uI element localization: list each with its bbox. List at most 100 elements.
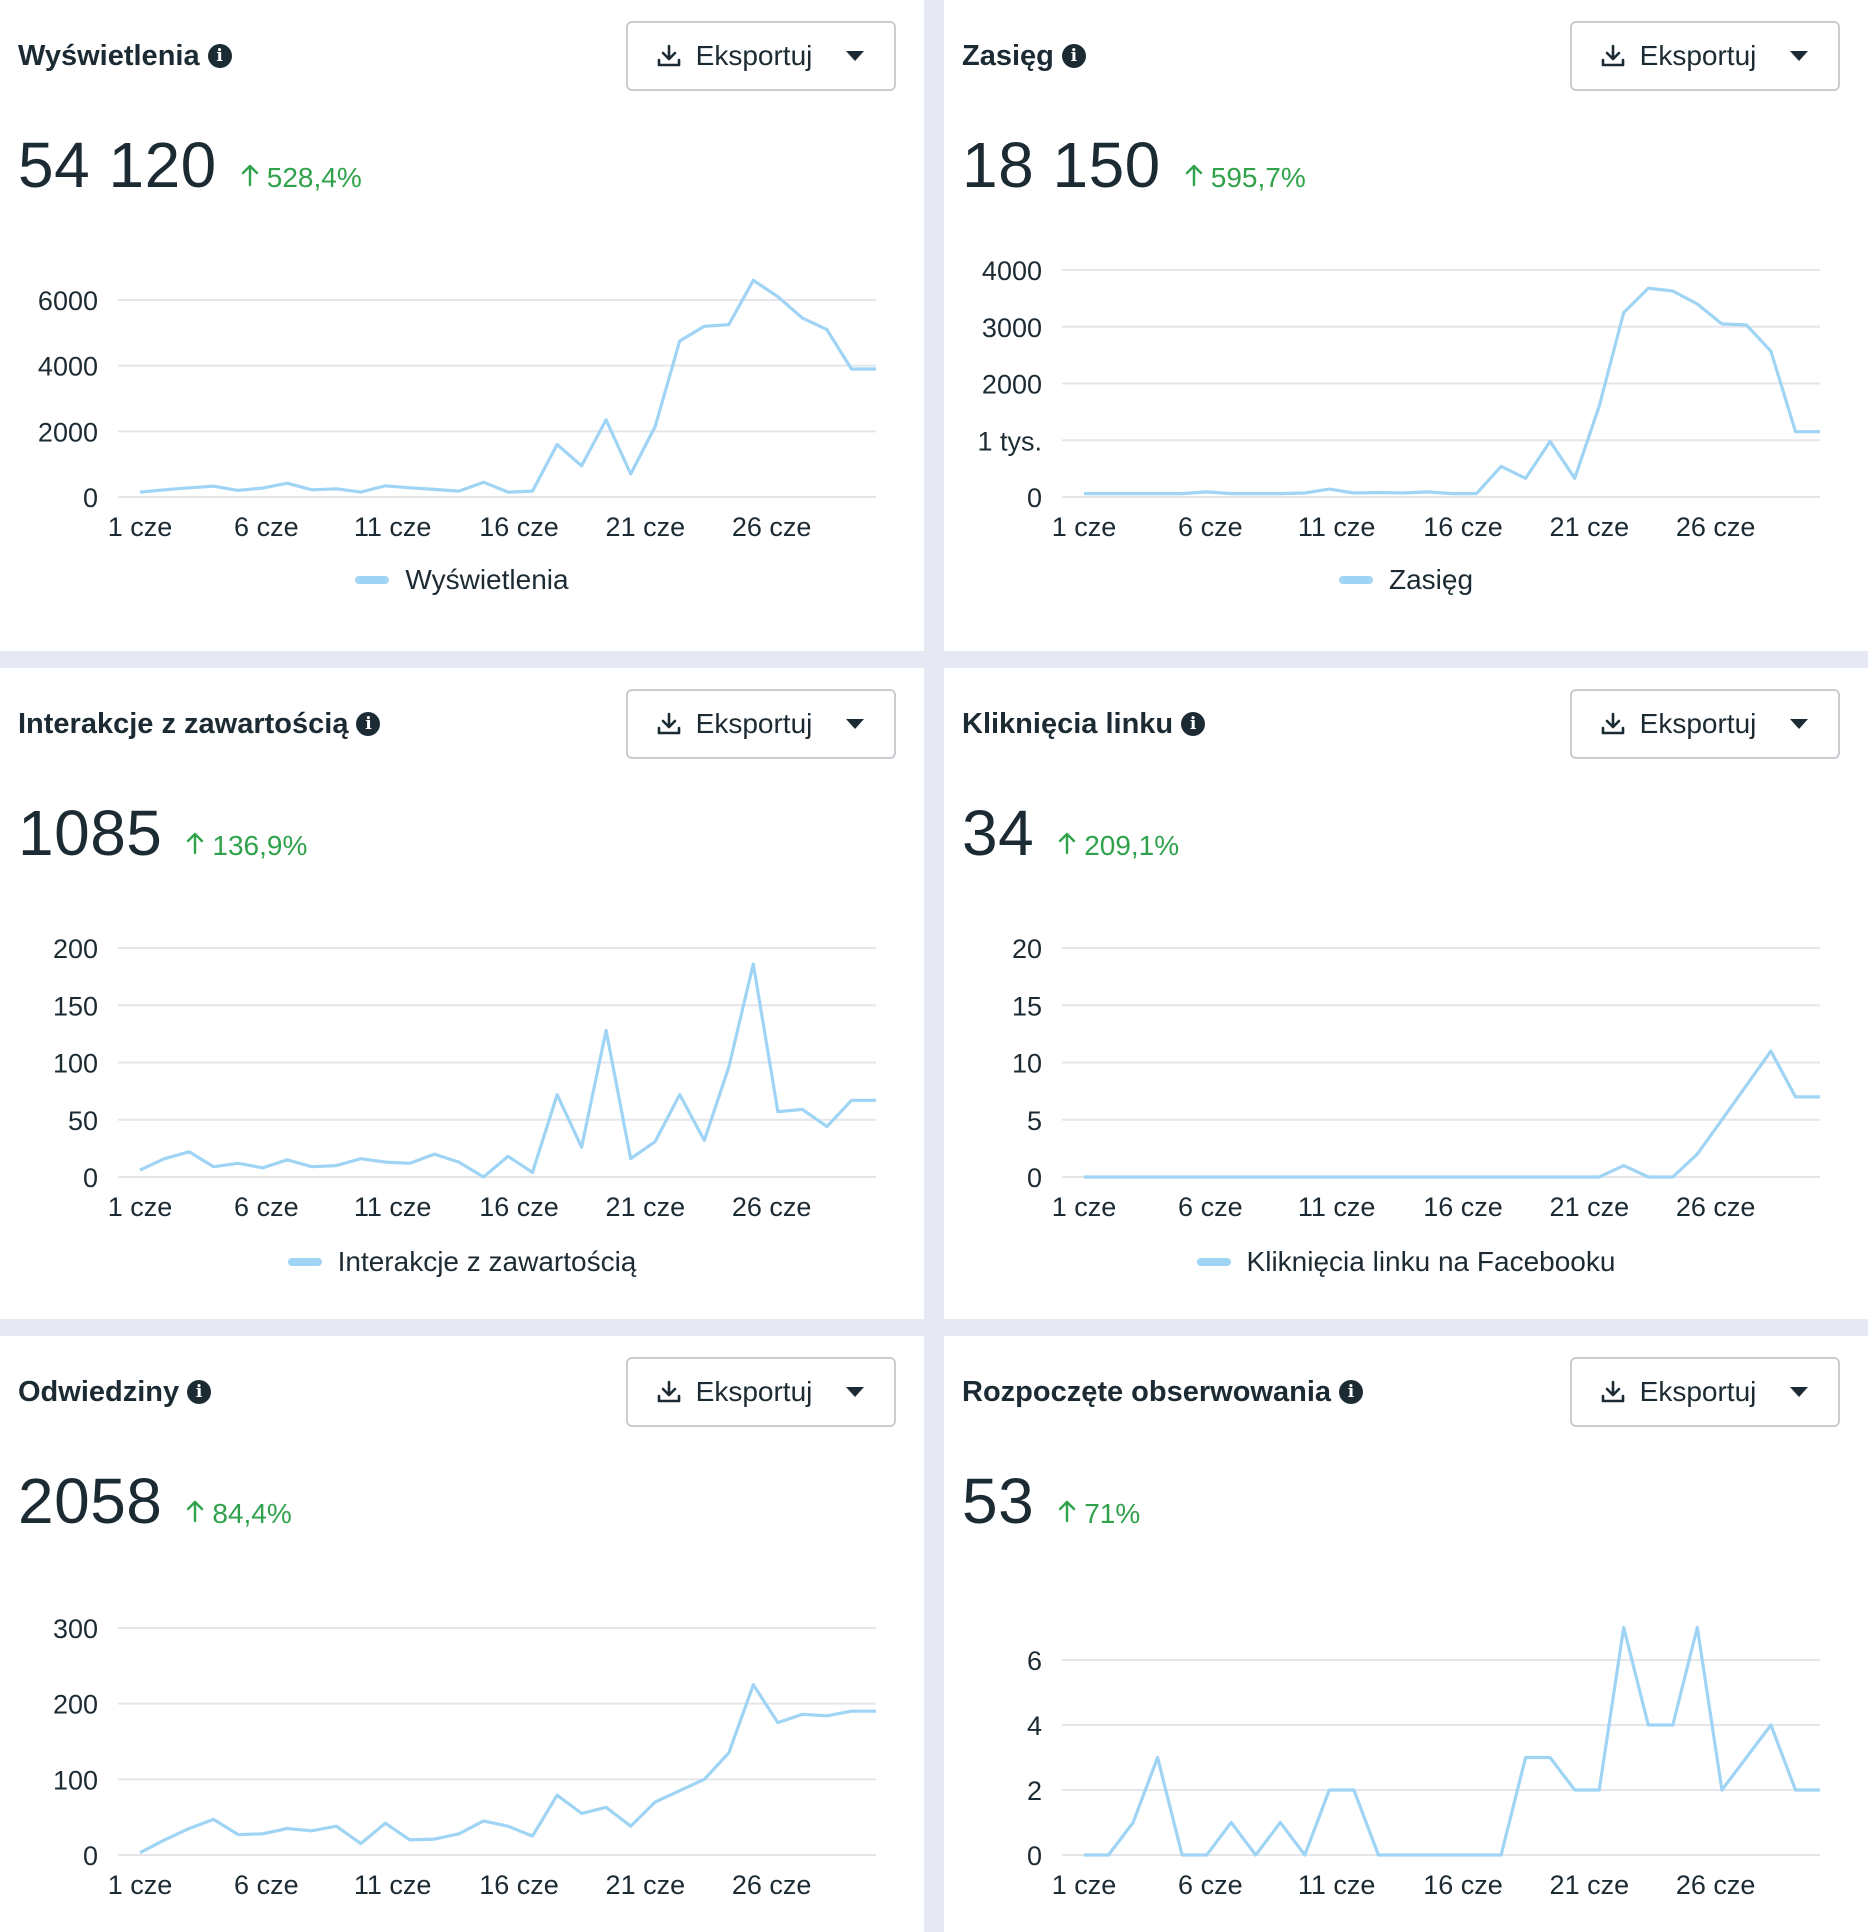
chart-legend: Zasięg bbox=[944, 560, 1868, 600]
x-tick-label: 16 cze bbox=[1423, 1870, 1503, 1900]
info-icon[interactable]: i bbox=[187, 1380, 212, 1404]
x-tick-label: 21 cze bbox=[606, 1870, 686, 1900]
x-tick-label: 1 cze bbox=[108, 1870, 173, 1900]
card-title-text: Zasięg bbox=[962, 39, 1054, 72]
metric-change-value: 71% bbox=[1084, 1498, 1141, 1529]
x-tick-label: 11 cze bbox=[1298, 1870, 1376, 1900]
x-tick-label: 11 cze bbox=[1298, 1192, 1376, 1222]
card-title: Wyświetlenia i bbox=[18, 40, 232, 73]
y-tick-label: 1 tys. bbox=[977, 426, 1042, 456]
chart-legend: Interakcje z zawartością bbox=[0, 1242, 924, 1282]
metric-change-value: 136,9% bbox=[212, 830, 308, 861]
y-tick-label: 6000 bbox=[38, 286, 98, 316]
export-button-label: Eksportuj bbox=[1639, 708, 1757, 739]
export-button-label: Eksportuj bbox=[695, 708, 813, 739]
metric-change: 84,4% bbox=[186, 1498, 292, 1530]
info-icon[interactable]: i bbox=[207, 44, 232, 68]
arrow-up-icon bbox=[1058, 1500, 1076, 1523]
y-tick-label: 0 bbox=[83, 1841, 98, 1871]
line-chart: 0 1 tys. 2000 3000 4000 1 cze 6 cze 11 cze 16 cz… bbox=[977, 256, 1820, 542]
x-tick-label: 26 cze bbox=[732, 1192, 812, 1222]
legend-swatch bbox=[355, 576, 390, 584]
download-icon bbox=[1601, 712, 1624, 735]
arrow-up-icon bbox=[187, 1500, 204, 1523]
x-tick-label: 16 cze bbox=[479, 512, 559, 542]
x-tick-label: 6 cze bbox=[234, 1192, 299, 1222]
card-title-text: Rozpoczęte obserwowania bbox=[962, 1375, 1332, 1408]
metric-change: 71% bbox=[1058, 1498, 1140, 1530]
y-tick-label: 200 bbox=[53, 934, 98, 964]
series-line bbox=[139, 962, 876, 1179]
y-tick-label: 0 bbox=[1027, 1841, 1042, 1871]
x-tick-label: 21 cze bbox=[1550, 1870, 1630, 1900]
metric-total: 34 bbox=[962, 797, 1035, 869]
metric-summary: 18 150 595,7% bbox=[962, 128, 1306, 202]
card-header: Kliknięcia linku i Eksportuj bbox=[962, 688, 1840, 760]
info-icon[interactable]: i bbox=[1339, 1380, 1364, 1404]
metric-change: 209,1% bbox=[1058, 830, 1179, 862]
download-icon bbox=[657, 712, 680, 735]
chart-legend: Wyświetlenia bbox=[0, 560, 924, 600]
x-tick-label: 26 cze bbox=[732, 1870, 812, 1900]
y-tick-label: 0 bbox=[1027, 483, 1042, 513]
card-title: Zasięg i bbox=[962, 40, 1086, 73]
legend-label: Interakcje z zawartością bbox=[337, 1246, 637, 1277]
metric-summary: 2058 84,4% bbox=[18, 1464, 292, 1538]
y-tick-label: 4 bbox=[1027, 1711, 1042, 1741]
legend-swatch bbox=[287, 1258, 322, 1266]
y-tick-label: 4000 bbox=[38, 352, 98, 382]
info-icon[interactable]: i bbox=[356, 712, 381, 736]
y-tick-label: 2000 bbox=[38, 417, 98, 447]
x-tick-label: 6 cze bbox=[1178, 512, 1243, 542]
chart-legend: Kliknięcia linku na Facebooku bbox=[944, 1242, 1868, 1282]
export-button-label: Eksportuj bbox=[1639, 40, 1757, 71]
card-header: Zasięg i Eksportuj bbox=[962, 20, 1840, 92]
metric-total: 18 150 bbox=[962, 129, 1161, 201]
card-title-text: Kliknięcia linku bbox=[962, 707, 1174, 740]
arrow-up-icon bbox=[1058, 832, 1076, 855]
card-rozpoczete-obserwowania: Rozpoczęte obserwowania i Eksportuj 53 71% 0 2… bbox=[944, 1336, 1868, 1932]
info-icon[interactable]: i bbox=[1061, 44, 1086, 68]
legend-label: Kliknięcia linku na Facebooku bbox=[1246, 1246, 1616, 1277]
card-klikniecia-linku: Kliknięcia linku i Eksportuj 34 209,1% 0 5 10 15… bbox=[944, 668, 1868, 1319]
legend-swatch bbox=[1196, 1258, 1231, 1266]
export-button[interactable]: Eksportuj bbox=[626, 689, 896, 759]
metric-change-value: 528,4% bbox=[266, 162, 362, 193]
card-wyswietlenia: Wyświetlenia i Eksportuj 54 120 528,4% 0 2000 4… bbox=[0, 0, 924, 651]
x-tick-label: 1 cze bbox=[1052, 1192, 1117, 1222]
export-button[interactable]: Eksportuj bbox=[1570, 1357, 1840, 1427]
x-tick-label: 6 cze bbox=[234, 1870, 299, 1900]
export-button[interactable]: Eksportuj bbox=[626, 1357, 896, 1427]
download-icon bbox=[1601, 1380, 1624, 1403]
series-line bbox=[1084, 286, 1820, 496]
caret-down-icon bbox=[846, 1387, 865, 1397]
y-tick-label: 100 bbox=[53, 1049, 98, 1079]
card-title: Kliknięcia linku i bbox=[962, 707, 1206, 741]
info-icon[interactable]: i bbox=[1181, 712, 1206, 736]
card-header: Odwiedziny i Eksportuj bbox=[18, 1356, 896, 1428]
x-tick-label: 21 cze bbox=[606, 1192, 686, 1222]
x-tick-label: 16 cze bbox=[479, 1192, 559, 1222]
caret-down-icon bbox=[1790, 719, 1809, 729]
x-tick-label: 21 cze bbox=[606, 512, 686, 542]
x-tick-label: 16 cze bbox=[479, 1870, 559, 1900]
metric-summary: 54 120 528,4% bbox=[18, 128, 362, 202]
export-button-label: Eksportuj bbox=[695, 1376, 813, 1407]
x-tick-label: 26 cze bbox=[1676, 1870, 1756, 1900]
card-header: Wyświetlenia i Eksportuj bbox=[18, 20, 896, 92]
export-button[interactable]: Eksportuj bbox=[1570, 21, 1840, 91]
arrow-up-icon bbox=[187, 832, 204, 855]
metric-change: 528,4% bbox=[241, 162, 362, 194]
y-tick-label: 20 bbox=[1012, 934, 1042, 964]
caret-down-icon bbox=[1790, 1387, 1809, 1397]
export-button[interactable]: Eksportuj bbox=[626, 21, 896, 91]
x-tick-label: 16 cze bbox=[1423, 1192, 1503, 1222]
download-icon bbox=[1601, 44, 1624, 67]
x-tick-label: 21 cze bbox=[1550, 512, 1630, 542]
y-tick-label: 4000 bbox=[982, 256, 1042, 286]
metric-total: 53 bbox=[962, 1465, 1035, 1537]
export-button[interactable]: Eksportuj bbox=[1570, 689, 1840, 759]
card-title: Interakcje z zawartością i bbox=[18, 708, 381, 741]
export-button-label: Eksportuj bbox=[1639, 1376, 1757, 1407]
